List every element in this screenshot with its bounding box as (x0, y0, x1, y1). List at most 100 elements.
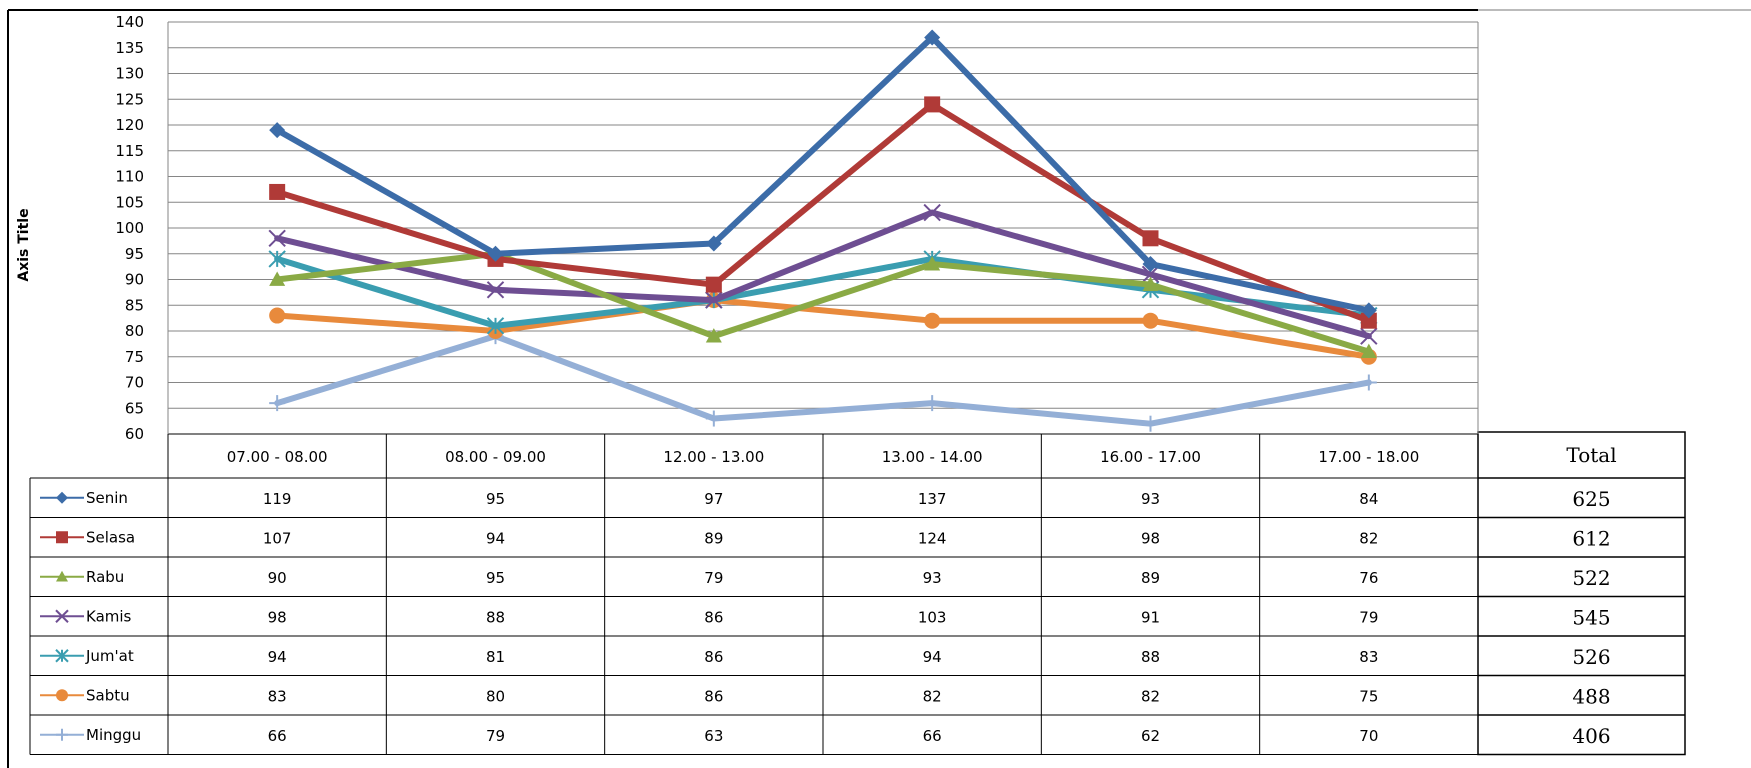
y-tick-label: 65 (125, 399, 144, 417)
table-cell-value: 83 (1359, 648, 1378, 666)
marker-x (55, 609, 69, 623)
table-cell-value: 82 (923, 687, 942, 705)
legend-label: Senin (86, 489, 128, 507)
series-line (274, 101, 1372, 324)
total-value: 625 (1572, 487, 1610, 511)
marker-triangle (1360, 343, 1377, 358)
marker-circle (1142, 312, 1159, 329)
y-tick-label: 140 (115, 13, 144, 31)
y-axis-title: Axis Title (16, 208, 32, 281)
marker-plus (1142, 415, 1159, 432)
marker-x (923, 203, 941, 222)
y-tick-label: 60 (125, 425, 144, 443)
legend-label: Jum'at (85, 647, 134, 665)
table-cell-value: 93 (1141, 490, 1160, 508)
data-table: 07.00 - 08.00 08.00 - 09.00 12.00 - 13.00 1… (29, 431, 1686, 756)
table-cell-value: 81 (486, 648, 505, 666)
marker-square (1360, 312, 1377, 329)
marker-diamond (924, 29, 941, 46)
table-cell-value: 62 (1141, 727, 1160, 745)
table-cell-value: 76 (1359, 569, 1378, 587)
table-cell-value: 79 (1359, 608, 1378, 626)
marker-x-stroke (55, 609, 69, 623)
category-label: 16.00 - 17.00 (1100, 448, 1201, 466)
y-tick-label: 120 (115, 116, 144, 134)
legend-label: Selasa (86, 528, 135, 546)
legend-key (40, 570, 84, 582)
series-line (274, 297, 1372, 360)
total-header: Total (1566, 443, 1616, 467)
marker-diamond (269, 122, 286, 139)
marker-diamond (1142, 256, 1159, 273)
y-tick-label: 135 (115, 39, 144, 57)
table-cell-value: 94 (486, 529, 505, 547)
legend-key (40, 689, 84, 702)
marker-triangle (1142, 276, 1159, 292)
marker-x (486, 281, 505, 299)
y-axis-tick-labels: 60 65 70 75 80 85 90 95 100 105 110 115 120 125 130 135… (115, 13, 144, 443)
table-cell-value: 89 (1141, 569, 1160, 587)
marker-diamond (487, 245, 504, 262)
gridlines (168, 21, 1478, 435)
marker-square (56, 531, 68, 544)
series-line (274, 34, 1372, 314)
y-tick-label: 110 (115, 168, 144, 186)
table-cell-value: 137 (918, 490, 947, 508)
table-cell-value: 94 (268, 648, 287, 666)
marker-square (924, 96, 941, 113)
table-cell-value: 93 (923, 569, 942, 587)
series-line (274, 209, 1372, 340)
marker-diamond (705, 235, 722, 252)
marker-star (55, 649, 69, 663)
marker-plus (269, 395, 286, 412)
legend-key (40, 609, 84, 623)
table-cell-value: 80 (486, 687, 505, 705)
category-label: 17.00 - 18.00 (1318, 448, 1419, 466)
table-cell-value: 103 (918, 608, 947, 626)
legend-label: Kamis (86, 607, 132, 625)
legend-label: Minggu (86, 726, 141, 744)
table-cell-value: 66 (268, 727, 287, 745)
total-column-border (1477, 431, 1686, 756)
y-tick-label: 75 (125, 348, 144, 366)
legend-key (40, 649, 84, 663)
table-cell-value: 83 (268, 687, 287, 705)
table-cell-value: 82 (1359, 529, 1378, 547)
table-cell-value: 84 (1359, 490, 1378, 508)
marker-x-stroke (1360, 327, 1378, 345)
table-cell-value: 79 (704, 569, 723, 587)
table-cell-value: 107 (263, 529, 292, 547)
marker-circle (924, 312, 941, 329)
series-minggu (269, 328, 1377, 432)
series-senin (269, 29, 1377, 319)
table-cell-value: 91 (1141, 608, 1160, 626)
table-cell-value: 124 (918, 529, 947, 547)
marker-square (705, 276, 722, 293)
series-lines (268, 29, 1378, 432)
category-label: 12.00 - 13.00 (663, 448, 764, 466)
marker-plus (705, 410, 722, 427)
y-tick-label: 105 (115, 193, 144, 211)
table-cell-value: 97 (704, 490, 723, 508)
series-selasa (269, 96, 1377, 329)
marker-x-stroke (1141, 265, 1160, 284)
total-value: 488 (1572, 684, 1610, 708)
legend-label: Rabu (86, 568, 124, 586)
y-tick-label: 95 (125, 245, 144, 263)
chart-frame (7, 9, 1751, 768)
total-value: 545 (1572, 605, 1610, 629)
marker-x (705, 291, 723, 309)
table-cell-value: 119 (263, 490, 292, 508)
marker-plus (56, 728, 68, 741)
total-value: 522 (1572, 566, 1610, 590)
marker-plus (924, 395, 941, 412)
marker-triangle (56, 570, 68, 582)
legend-key (40, 531, 84, 544)
table-cell-value: 63 (704, 727, 723, 745)
y-tick-label: 90 (125, 271, 144, 289)
table-cell-value: 89 (704, 529, 723, 547)
y-tick-label: 130 (115, 65, 144, 83)
category-label: 13.00 - 14.00 (882, 448, 983, 466)
table-cell-value: 88 (1141, 648, 1160, 666)
